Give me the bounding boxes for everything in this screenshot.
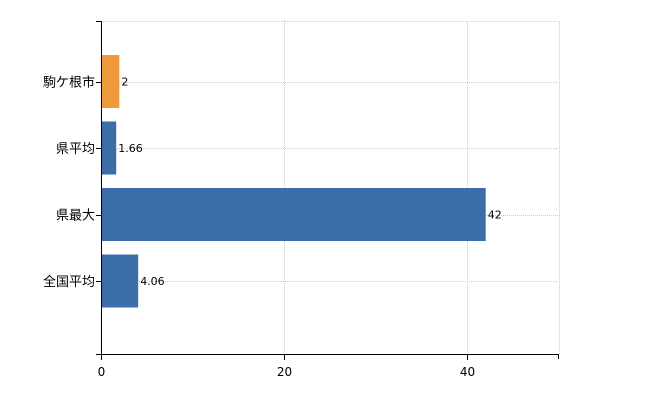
grid-layer	[101, 21, 560, 354]
x-tick-label: 20	[277, 365, 292, 379]
x-tick-label: 40	[460, 365, 475, 379]
bars-layer	[101, 55, 486, 308]
labels-layer: 2 駒ケ根市 1.66 県平均 42 県最大 4.06 全国平均 0 20 40	[43, 75, 502, 380]
category-label: 全国平均	[43, 274, 95, 290]
bar-1	[101, 55, 120, 108]
bar-4	[101, 254, 139, 308]
data-label: 4.06	[140, 275, 165, 288]
data-label: 2	[121, 76, 128, 89]
category-label: 県最大	[56, 209, 95, 224]
bar-2	[101, 121, 117, 175]
data-label: 42	[488, 209, 502, 222]
axes-layer	[96, 21, 559, 360]
category-label: 駒ケ根市	[43, 75, 95, 91]
bar-3	[101, 188, 486, 241]
data-label: 1.66	[118, 142, 143, 155]
category-label: 県平均	[56, 142, 95, 157]
x-tick-label: 0	[98, 365, 106, 379]
